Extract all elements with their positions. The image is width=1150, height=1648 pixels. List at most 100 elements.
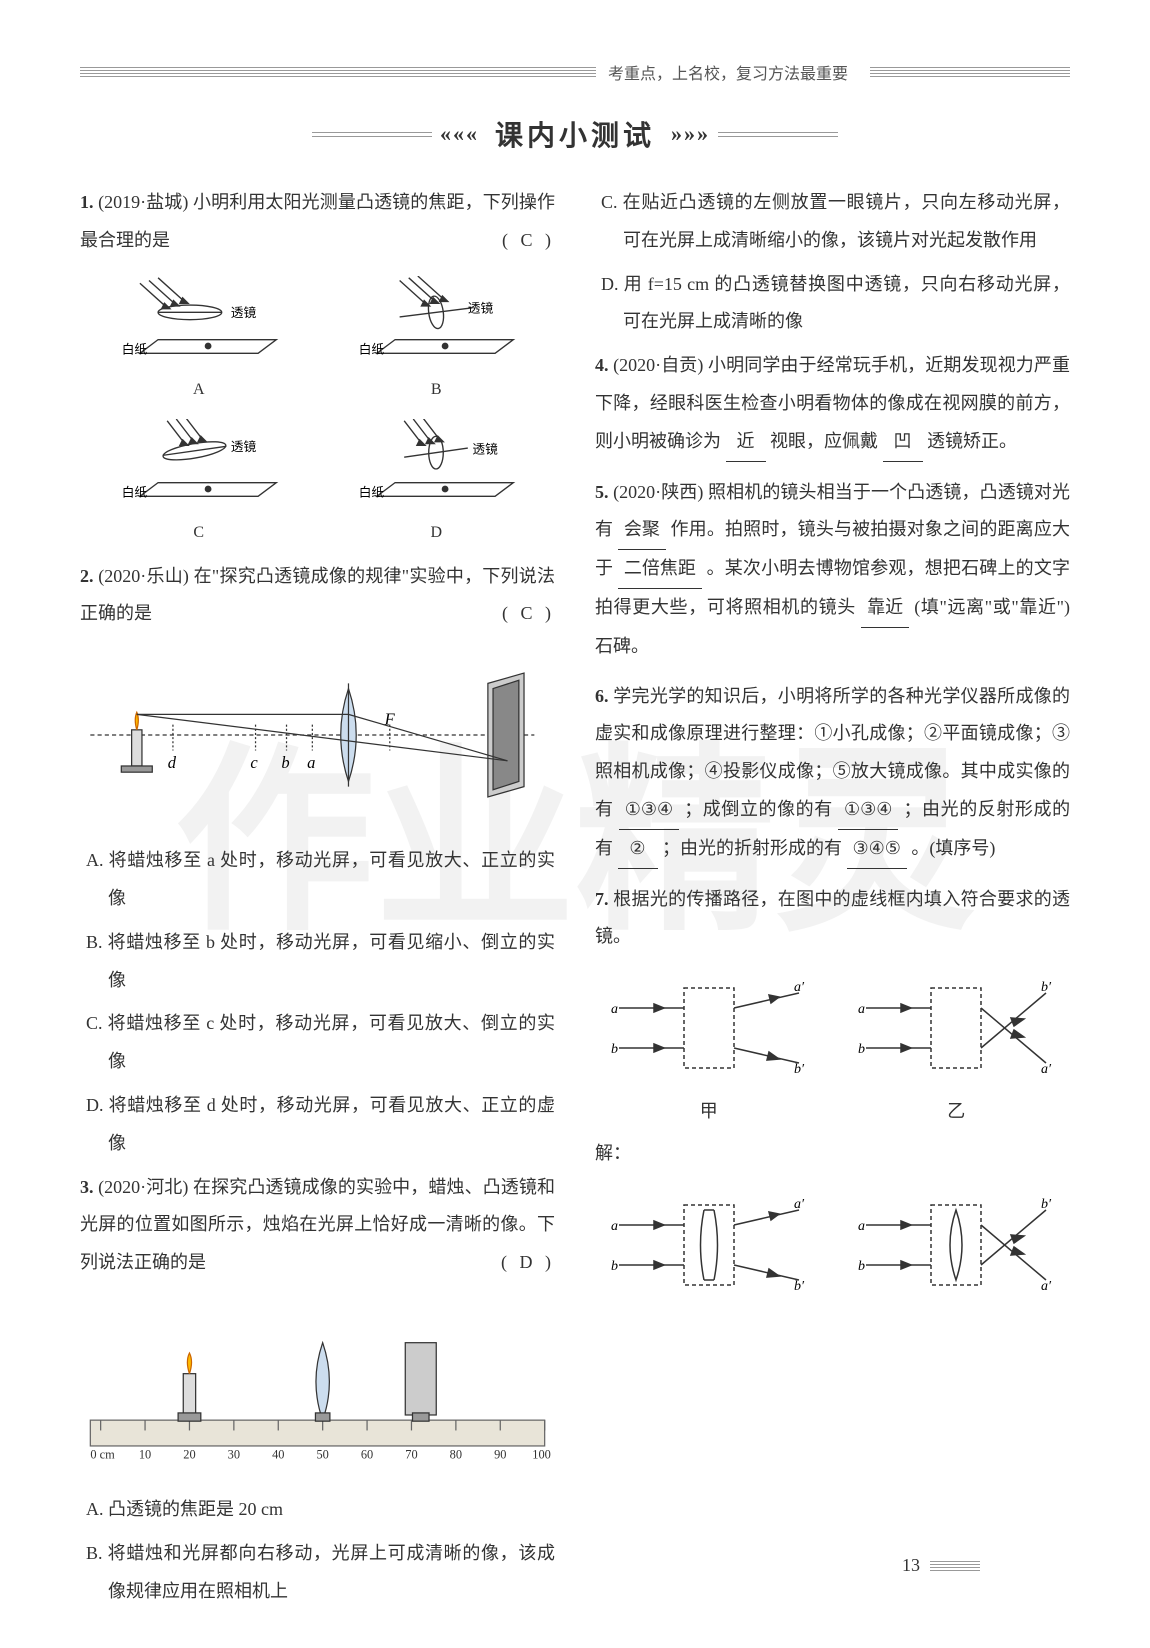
svg-text:a: a	[611, 1002, 618, 1017]
header-rule-right	[870, 67, 1070, 77]
question-7: 7. 根据光的传播路径，在图中的虚线框内填入符合要求的透镜。	[595, 881, 1070, 957]
svg-text:a′: a′	[794, 1197, 805, 1212]
svg-text:b: b	[858, 1259, 865, 1274]
svg-text:b: b	[611, 1042, 618, 1057]
page-number-value: 13	[902, 1555, 920, 1576]
q1-source: (2019·盐城)	[98, 192, 188, 212]
q1-label-D: D	[338, 524, 536, 542]
q2-num: 2.	[80, 566, 94, 586]
question-4: 4. (2020·自贡) 小明同学由于经常玩手机，近期发现视力严重下降，经眼科医…	[595, 347, 1070, 461]
q1-paper-label: 白纸	[121, 341, 147, 356]
q2-source: (2020·乐山)	[98, 566, 189, 586]
q1-answer: ( C )	[502, 222, 555, 260]
svg-text:b′: b′	[1041, 1197, 1052, 1212]
q7-solution-label: 解：	[595, 1135, 1070, 1173]
question-2: 2. (2020·乐山) 在"探究凸透镜成像的规律"实验中，下列说法正确的是 (…	[80, 558, 555, 634]
q7-problem-row: a b a′ b′ 甲 a b	[595, 968, 1070, 1123]
q4-ans1: 近	[726, 423, 766, 462]
q3-option-B: B. 将蜡烛和光屏都向右移动，光屏上可成清晰的像，该成像规律应用在照相机上	[80, 1535, 555, 1611]
q2-option-A: A. 将蜡烛移至 a 处时，移动光屏，可看见放大、正立的实像	[80, 842, 555, 918]
q6-ans2: ①③④	[838, 791, 898, 830]
svg-text:a: a	[611, 1219, 618, 1234]
q1-diagram-C: 透镜 白纸 C	[100, 419, 298, 542]
svg-text:白纸: 白纸	[121, 484, 147, 499]
q6-ans4: ③④⑤	[847, 830, 907, 869]
svg-text:透镜: 透镜	[473, 442, 499, 456]
svg-text:a′: a′	[1041, 1062, 1052, 1077]
q2-diagram: d c b a F	[80, 645, 555, 830]
q3-num: 3.	[80, 1177, 94, 1197]
q5-source: (2020·陕西)	[613, 482, 703, 502]
svg-text:a: a	[858, 1219, 865, 1234]
svg-text:90: 90	[494, 1447, 506, 1461]
q6-stem-e: 。(填序号)	[911, 838, 995, 858]
page-number: 13	[902, 1555, 980, 1576]
question-1: 1. (2019·盐城) 小明利用太阳光测量凸透镜的焦距，下列操作最合理的是 (…	[80, 184, 555, 260]
svg-text:透镜: 透镜	[468, 301, 494, 315]
left-column: 1. (2019·盐城) 小明利用太阳光测量凸透镜的焦距，下列操作最合理的是 (…	[80, 184, 555, 1616]
title-text: 课内小测试	[487, 114, 663, 154]
q7-num: 7.	[595, 889, 609, 909]
question-3: 3. (2020·河北) 在探究凸透镜成像的实验中，蜡烛、凸透镜和光屏的位置如图…	[80, 1169, 555, 1282]
svg-text:a′: a′	[1041, 1279, 1052, 1294]
q6-stem-d: ；由光的折射形成的有	[662, 838, 842, 858]
svg-text:40: 40	[272, 1447, 284, 1461]
q1-label-A: A	[100, 381, 298, 399]
svg-text:c: c	[250, 753, 258, 772]
svg-text:透镜: 透镜	[231, 439, 257, 453]
q3-answer: ( D )	[501, 1244, 555, 1282]
svg-text:70: 70	[405, 1447, 417, 1461]
q1-diagram-A: 透镜 白纸 A	[100, 276, 298, 399]
question-6: 6. 学完光学的知识后，小明将所学的各种光学仪器所成像的虚实和成像原理进行整理：…	[595, 678, 1070, 869]
q7-solution-jia: a b a′ b′	[609, 1185, 809, 1305]
q1-diagram-grid: 透镜 白纸 A 透镜	[100, 276, 535, 542]
header-rule-left	[80, 67, 596, 77]
svg-text:d: d	[168, 753, 177, 772]
q7-solution-yi: a b b′ a′	[856, 1185, 1056, 1305]
q1-diagram-D: 透镜 白纸 D	[338, 419, 536, 542]
svg-text:100: 100	[532, 1447, 551, 1461]
right-column: C. 在贴近凸透镜的左侧放置一眼镜片，只向左移动光屏，可在光屏上成清晰缩小的像，…	[595, 184, 1070, 1616]
page-header: 考重点，上名校，复习方法最重要	[80, 60, 1070, 84]
section-title: ««« 课内小测试 »»»	[80, 114, 1070, 154]
q3-option-C: C. 在贴近凸透镜的左侧放置一眼镜片，只向左移动光屏，可在光屏上成清晰缩小的像，…	[595, 184, 1070, 260]
svg-text:a: a	[858, 1002, 865, 1017]
q2-option-B: B. 将蜡烛移至 b 处时，移动光屏，可看见缩小、倒立的实像	[80, 924, 555, 1000]
q1-lens-label: 透镜	[231, 306, 257, 320]
svg-text:50: 50	[316, 1447, 328, 1461]
title-left-mark: «««	[432, 121, 487, 147]
q1-label-C: C	[100, 524, 298, 542]
q7-solution-row: a b a′ b′ a b	[595, 1185, 1070, 1310]
header-motto: 考重点，上名校，复习方法最重要	[596, 60, 860, 84]
q6-ans1: ①③④	[619, 791, 679, 830]
q7-diagram-jia: a b a′ b′	[609, 968, 809, 1088]
q5-ans3: 靠近	[861, 589, 909, 628]
svg-text:b: b	[858, 1042, 865, 1057]
q4-stem-b: 视眼，应佩戴	[770, 431, 878, 451]
svg-text:b′: b′	[794, 1279, 805, 1294]
svg-text:10: 10	[139, 1447, 151, 1461]
svg-text:a: a	[307, 753, 315, 772]
svg-text:F: F	[384, 710, 396, 729]
q4-source: (2020·自贡)	[613, 355, 703, 375]
q4-stem-c: 透镜矫正。	[927, 431, 1017, 451]
question-5: 5. (2020·陕西) 照相机的镜头相当于一个凸透镜，凸透镜对光有 会聚 作用…	[595, 474, 1070, 666]
q3-option-D: D. 用 f=15 cm 的凸透镜替换图中透镜，只向右移动光屏，可在光屏上成清晰…	[595, 266, 1070, 342]
q6-stem-b: ；成倒立的像的有	[684, 799, 833, 819]
svg-text:白纸: 白纸	[359, 341, 385, 356]
q3-option-A: A. 凸透镜的焦距是 20 cm	[80, 1491, 555, 1529]
q7-label-jia: 甲	[609, 1097, 809, 1123]
q3-source: (2020·河北)	[98, 1177, 188, 1197]
svg-text:60: 60	[361, 1447, 373, 1461]
q5-ans2: 二倍焦距	[618, 550, 702, 589]
svg-text:20: 20	[183, 1447, 195, 1461]
q7-label-yi: 乙	[856, 1097, 1056, 1123]
svg-text:b′: b′	[794, 1062, 805, 1077]
q4-ans2: 凹	[883, 423, 923, 462]
svg-text:80: 80	[450, 1447, 462, 1461]
q1-diagram-B: 透镜 白纸 B	[338, 276, 536, 399]
svg-text:白纸: 白纸	[359, 484, 385, 499]
q7-stem: 根据光的传播路径，在图中的虚线框内填入符合要求的透镜。	[595, 889, 1070, 947]
q1-label-B: B	[338, 381, 536, 399]
svg-text:b′: b′	[1041, 980, 1052, 995]
